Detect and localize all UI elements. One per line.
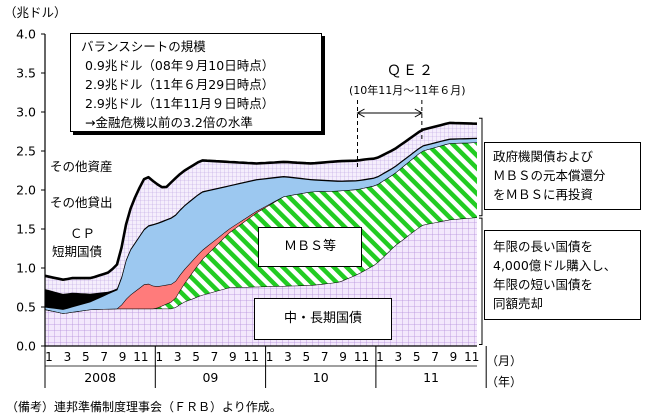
- treasury-bracket: [479, 217, 483, 345]
- area-other-assets: [45, 122, 477, 294]
- y-tick-label: 0.5: [16, 300, 36, 315]
- balance-box-title: バランスシートの規模: [81, 39, 206, 54]
- x-month-label: 11: [133, 350, 148, 364]
- label-short-term-treasury: 短期国債: [52, 244, 103, 259]
- qe2-label: ＱＥ２: [387, 63, 435, 79]
- x-month-label: 1: [45, 350, 53, 364]
- x-month-label: 1: [266, 350, 274, 364]
- y-tick-label: 2.0: [16, 183, 36, 198]
- y-tick-label: 2.5: [16, 144, 36, 159]
- y-tick-label: 1.0: [16, 261, 36, 276]
- total-balance-line: [44, 121, 478, 281]
- treasury-buy-line-2: 4,000億ドル購入し、: [493, 258, 617, 273]
- y-tick-label: 3.0: [16, 105, 36, 120]
- x-month-label: 7: [321, 350, 329, 364]
- qe2-arrow-left: [356, 108, 365, 118]
- x-month-label: 1: [376, 350, 384, 364]
- axes: [41, 33, 487, 388]
- y-axis-unit: （兆ドル）: [4, 5, 67, 20]
- area-other-loans: [45, 138, 477, 314]
- long-term-label-box: 中・長期国債: [254, 298, 392, 340]
- y-tick-label: 4.0: [16, 27, 36, 42]
- qe2-marker: [356, 100, 483, 345]
- balance-box-line-2: 2.9兆ドル（11年６月29日時点）: [85, 77, 275, 92]
- mbs-reinvest-callout: 政府機関債および ＭＢＳの元本償還分 をＭＢＳに再投資: [484, 142, 641, 210]
- label-other-assets: その他資産: [50, 159, 113, 174]
- x-month-label: 7: [211, 350, 219, 364]
- x-month-label: 11: [464, 350, 479, 364]
- x-month-label: 11: [244, 350, 259, 364]
- mbs-reinvest-line-1: 政府機関債および: [493, 149, 594, 164]
- tick-labels: 0.00.51.01.52.02.53.03.54.01 3 5 7 9 11 1 3 5 7 9 1…: [16, 27, 479, 386]
- source-note: （備考）連邦準備制度理事会（ＦＲＢ）より作成。: [6, 400, 282, 414]
- x-year-label: 11: [423, 370, 439, 385]
- long-term-label: 中・長期国債: [283, 311, 362, 326]
- x-year-label: 09: [202, 370, 218, 385]
- x-month-label: 11: [354, 350, 369, 364]
- x-month-label: 3: [394, 350, 402, 364]
- x-month-label: 5: [82, 350, 90, 364]
- x-month-label: 9: [339, 350, 347, 364]
- balance-box-line-4: →金融危機以前の3.2倍の水準: [85, 115, 253, 130]
- x-month-label: 5: [413, 350, 421, 364]
- balance-box-line-1: 0.9兆ドル（08年９月10日時点）: [85, 58, 275, 73]
- x-year-label: 10: [313, 370, 329, 385]
- x-month-label: 9: [119, 350, 127, 364]
- balance-sheet-box: バランスシートの規模 0.9兆ドル（08年９月10日時点） 2.9兆ドル（11年…: [70, 33, 322, 132]
- x-month-label: 9: [229, 350, 237, 364]
- total-line-layer: [44, 121, 478, 281]
- x-unit-year: （年）: [486, 375, 523, 389]
- y-tick-label: 0.0: [16, 339, 36, 354]
- treasury-buy-line-4: 同額売却: [493, 296, 544, 311]
- mbs-reinvest-line-2: ＭＢＳの元本償還分: [493, 168, 606, 183]
- mbs-label-box: ＭＢＳ等: [258, 227, 362, 267]
- x-month-label: 5: [192, 350, 200, 364]
- x-month-label: 7: [431, 350, 439, 364]
- y-tick-label: 3.5: [16, 66, 36, 81]
- x-year-label: 2008: [84, 370, 116, 385]
- x-month-label: 3: [64, 350, 72, 364]
- y-tick-label: 1.5: [16, 222, 36, 237]
- treasury-buy-line-3: 年限の短い国債を: [493, 277, 594, 292]
- x-month-label: 5: [303, 350, 311, 364]
- x-month-label: 9: [450, 350, 458, 364]
- label-cp: ＣＰ: [70, 226, 96, 241]
- x-unit-month: （月）: [486, 354, 523, 368]
- x-month-label: 3: [284, 350, 292, 364]
- x-month-label: 1: [155, 350, 163, 364]
- treasury-buy-line-1: 年限の長い国債を: [493, 239, 594, 254]
- mbs-label: ＭＢＳ等: [283, 239, 336, 254]
- x-month-label: 7: [100, 350, 108, 364]
- label-other-loans: その他貸出: [50, 195, 113, 210]
- qe2-arrow-right: [414, 108, 423, 118]
- mbs-bracket: [479, 117, 483, 217]
- balance-box-line-3: 2.9兆ドル（11年11月９日時点）: [85, 96, 275, 111]
- mbs-reinvest-line-3: をＭＢＳに再投資: [493, 187, 594, 202]
- qe2-period-label: (10年11月～11年６月): [349, 84, 466, 97]
- treasury-buy-callout: 年限の長い国債を 4,000億ドル購入し、 年限の短い国債を 同額売却: [484, 230, 641, 320]
- x-month-label: 3: [174, 350, 182, 364]
